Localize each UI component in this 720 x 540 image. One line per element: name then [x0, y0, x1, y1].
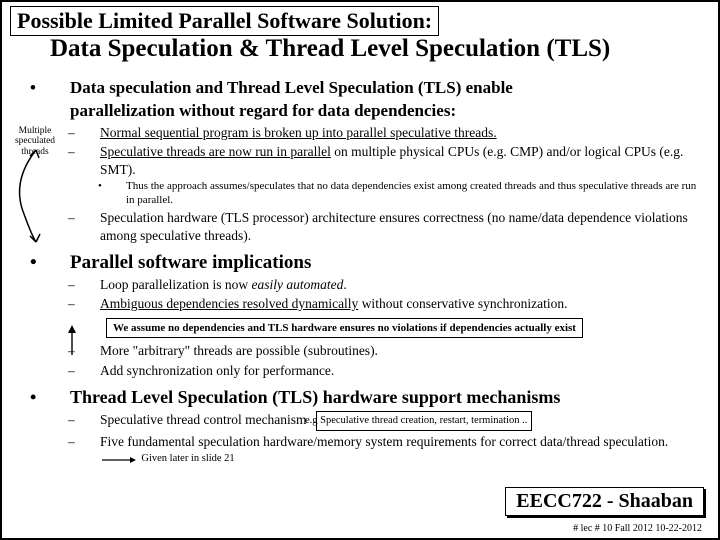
text-a: Loop parallelization is now [100, 277, 251, 292]
sub-five-requirements: –Five fundamental speculation hardware/m… [26, 433, 704, 468]
sub-speculative-parallel: –Speculative threads are now run in para… [26, 143, 704, 178]
sub-arbitrary-threads: –More "arbitrary" threads are possible (… [26, 342, 704, 359]
course-box: EECC722 - Shaaban [505, 487, 704, 516]
text: Speculative thread control mechanism [100, 412, 307, 427]
text: Thread Level Speculation (TLS) hardware … [70, 387, 560, 407]
eg-box: e.g Speculative thread creation, restart… [316, 411, 532, 430]
assume-box: We assume no dependencies and TLS hardwa… [106, 318, 583, 338]
text: Add synchronization only for performance… [100, 363, 334, 378]
text: Parallel software implications [70, 252, 311, 273]
sub-add-sync: –Add synchronization only for performanc… [26, 362, 704, 379]
footer-text: # lec # 10 Fall 2012 10-22-2012 [573, 523, 702, 534]
subsub-assumes: •Thus the approach assumes/speculates th… [26, 180, 704, 208]
text: Normal sequential program is broken up i… [100, 125, 497, 140]
sub-ambiguous-deps: –Ambiguous dependencies resolved dynamic… [26, 295, 704, 312]
title-box: Possible Limited Parallel Software Solut… [10, 6, 439, 36]
sub-thread-control: –Speculative thread control mechanism e.… [26, 411, 704, 431]
text-b: . [343, 277, 346, 292]
slide-frame: Possible Limited Parallel Software Solut… [0, 0, 720, 540]
bullet-data-speculation: •Data speculation and Thread Level Specu… [26, 78, 704, 98]
text: Five fundamental speculation hardware/me… [100, 434, 668, 449]
content-area: •Data speculation and Thread Level Specu… [26, 78, 704, 469]
bullet-parallel-implications: •Parallel software implications [26, 252, 704, 274]
text: Data speculation and Thread Level Specul… [70, 78, 513, 97]
right-arrow-icon [102, 455, 136, 465]
bullet-data-speculation-line2: parallelization without regard for data … [26, 101, 704, 121]
given-later-text: Given later in slide 21 [141, 453, 234, 464]
sub-loop-parallel: –Loop parallelization is now easily auto… [26, 276, 704, 293]
text: More "arbitrary" threads are possible (s… [100, 343, 378, 358]
up-arrow-icon [64, 325, 80, 359]
text: Speculation hardware (TLS processor) arc… [100, 210, 688, 242]
subtitle: Data Speculation & Thread Level Speculat… [50, 35, 610, 63]
text-plain: without conservative synchronization. [358, 296, 567, 311]
text-italic: easily automated [251, 277, 343, 292]
text-underlined: Speculative threads are now run in paral… [100, 144, 331, 159]
bullet-tls-hardware: •Thread Level Speculation (TLS) hardware… [26, 387, 704, 408]
sub-speculation-hardware: –Speculation hardware (TLS processor) ar… [26, 209, 704, 244]
text-underlined: Ambiguous dependencies resolved dynamica… [100, 296, 358, 311]
sub-normal-sequential: –Normal sequential program is broken up … [26, 124, 704, 141]
text: Thus the approach assumes/speculates tha… [126, 180, 696, 206]
